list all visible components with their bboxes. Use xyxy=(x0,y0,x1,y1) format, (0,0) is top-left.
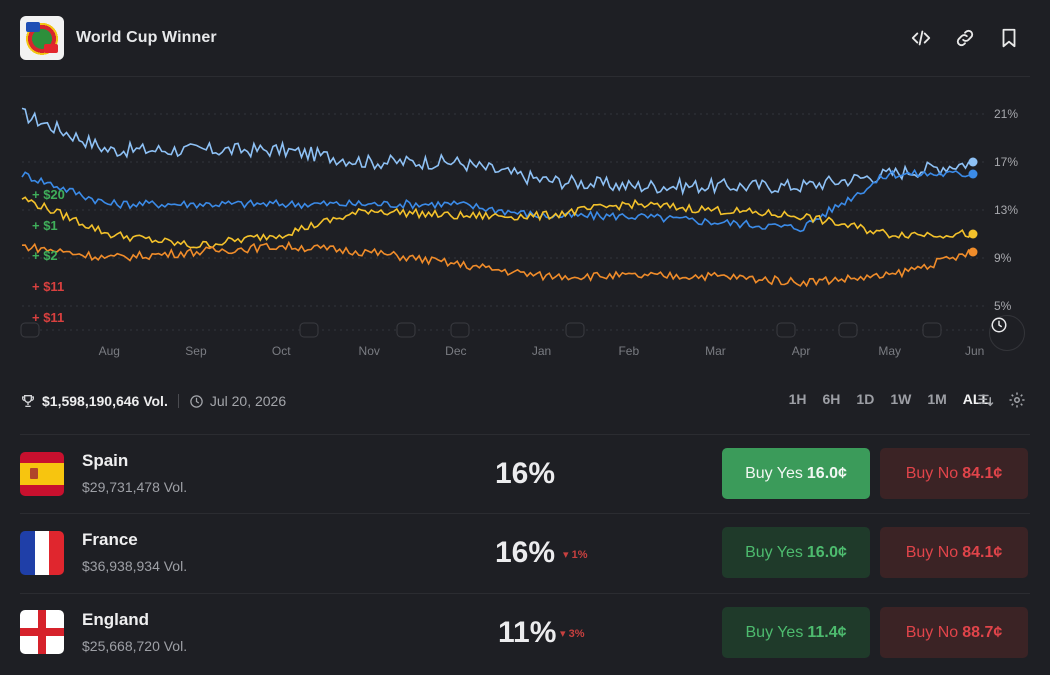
event-marker[interactable] xyxy=(565,322,585,338)
link-icon[interactable] xyxy=(954,27,976,49)
outcome-name: Spain xyxy=(82,451,129,470)
x-tick-label: Nov xyxy=(359,344,380,358)
range-1d[interactable]: 1D xyxy=(856,391,875,407)
outcome-row-spain[interactable]: Spain $29,731,478 Vol. 16% Buy Yes 16.0¢ … xyxy=(0,434,1050,514)
y-tick-label: 17% xyxy=(994,155,1018,169)
event-marker[interactable] xyxy=(450,322,470,338)
buy-no-label: Buy No xyxy=(905,464,959,482)
x-tick-label: Apr xyxy=(792,344,811,358)
trade-annotation: + $2 xyxy=(32,248,58,263)
y-tick-label: 9% xyxy=(994,251,1012,265)
outcome-name: France xyxy=(82,530,138,549)
buy-yes-price: 16.0¢ xyxy=(806,543,847,561)
market-logo xyxy=(20,16,64,60)
y-tick-label: 5% xyxy=(994,299,1012,313)
outcome-percentage: 11% xyxy=(498,616,557,649)
event-marker[interactable] xyxy=(299,322,319,338)
series-line xyxy=(21,240,976,288)
range-6h[interactable]: 6H xyxy=(822,391,841,407)
event-marker[interactable] xyxy=(838,322,858,338)
buy-yes-label: Buy Yes xyxy=(745,543,803,561)
series-line xyxy=(21,168,976,233)
buy-yes-button[interactable]: Buy Yes 16.0¢ xyxy=(722,448,870,499)
header-divider xyxy=(20,76,1030,77)
series-endpoint xyxy=(968,247,978,257)
buy-yes-button[interactable]: Buy Yes 11.4¢ xyxy=(722,607,870,658)
outcome-change: ▾ 1% xyxy=(563,549,588,561)
outcome-row-england[interactable]: England $25,668,720 Vol. 11% ▾ 3% Buy Ye… xyxy=(0,593,1050,673)
outcome-name: England xyxy=(82,610,150,629)
range-1h[interactable]: 1H xyxy=(788,391,807,407)
market-stats: $1,598,190,646 Vol. Jul 20, 2026 xyxy=(20,391,286,411)
x-tick-label: Mar xyxy=(705,344,726,358)
event-marker[interactable] xyxy=(20,322,40,338)
outcome-percentage: 16% xyxy=(495,536,556,569)
y-tick-label: 21% xyxy=(994,107,1018,121)
range-selector: 1H 6H 1D 1W 1M ALL xyxy=(773,391,990,407)
buy-yes-price: 11.4¢ xyxy=(807,623,847,641)
row-divider xyxy=(20,513,1030,514)
total-volume: $1,598,190,646 Vol. xyxy=(42,393,168,409)
x-tick-label: Sep xyxy=(185,344,207,358)
x-tick-label: Aug xyxy=(99,344,120,358)
buy-yes-price: 16.0¢ xyxy=(806,464,847,482)
event-marker[interactable] xyxy=(396,322,416,338)
buy-yes-button[interactable]: Buy Yes 16.0¢ xyxy=(722,527,870,578)
buy-no-price: 84.1¢ xyxy=(962,543,1003,561)
outcome-volume: $25,668,720 Vol. xyxy=(82,638,188,654)
clock-icon[interactable] xyxy=(989,315,1025,351)
england-flag-icon xyxy=(20,610,64,654)
x-tick-label: Jun xyxy=(965,344,984,358)
buy-no-button[interactable]: Buy No 84.1¢ xyxy=(880,527,1028,578)
buy-yes-label: Buy Yes xyxy=(745,623,804,641)
outcome-volume: $29,731,478 Vol. xyxy=(82,479,188,495)
trophy-icon xyxy=(22,395,34,407)
trade-annotation: + $11 xyxy=(32,310,64,325)
end-date: Jul 20, 2026 xyxy=(209,393,287,409)
stats-separator xyxy=(177,394,179,408)
market-title: World Cup Winner xyxy=(76,29,217,46)
x-tick-label: May xyxy=(878,344,901,358)
event-marker[interactable] xyxy=(776,322,796,338)
y-tick-label: 13% xyxy=(994,203,1018,217)
embed-icon[interactable] xyxy=(910,27,932,49)
range-1w[interactable]: 1W xyxy=(890,391,912,407)
clock-icon xyxy=(190,394,203,408)
outcome-row-france[interactable]: France $36,938,934 Vol. 16% ▾ 1% Buy Yes… xyxy=(0,513,1050,593)
series-line xyxy=(21,196,975,249)
x-tick-label: Dec xyxy=(445,344,466,358)
outcome-change: ▾ 3% xyxy=(560,628,585,640)
x-tick-label: Oct xyxy=(272,344,291,358)
row-divider xyxy=(20,434,1030,435)
trade-annotation: + $11 xyxy=(32,279,64,294)
buy-no-label: Buy No xyxy=(905,543,959,561)
row-divider xyxy=(20,593,1030,594)
buy-no-button[interactable]: Buy No 88.7¢ xyxy=(880,607,1028,658)
trade-annotation: + $1 xyxy=(32,218,58,233)
event-marker[interactable] xyxy=(922,322,942,338)
france-flag-icon xyxy=(20,531,64,575)
outcome-volume: $36,938,934 Vol. xyxy=(82,558,188,574)
chart-svg: 21% 17% 13% 9% 5% Aug Sep Oct Nov Dec Jan Feb Mar Apr… xyxy=(20,107,1018,358)
x-tick-label: Jan xyxy=(532,344,551,358)
x-tick-label: Feb xyxy=(618,344,639,358)
spain-flag-icon xyxy=(20,452,64,496)
series-endpoint xyxy=(968,169,978,179)
buy-no-label: Buy No xyxy=(905,623,959,641)
series-line xyxy=(21,107,976,197)
price-chart[interactable]: 21% 17% 13% 9% 5% Aug Sep Oct Nov Dec Jan Feb Mar Apr… xyxy=(0,80,1050,370)
buy-no-price: 88.7¢ xyxy=(962,623,1003,641)
settings-gear-icon[interactable] xyxy=(1008,391,1028,411)
outcome-percentage: 16% xyxy=(495,457,556,490)
range-1m[interactable]: 1M xyxy=(927,391,947,407)
bookmark-icon[interactable] xyxy=(998,27,1020,49)
series-endpoint xyxy=(968,229,978,239)
buy-yes-label: Buy Yes xyxy=(745,464,803,482)
sort-icon[interactable] xyxy=(976,391,996,411)
buy-no-button[interactable]: Buy No 84.1¢ xyxy=(880,448,1028,499)
series-endpoint xyxy=(968,157,978,167)
buy-no-price: 84.1¢ xyxy=(962,464,1003,482)
market-header: World Cup Winner xyxy=(0,0,1050,76)
trade-annotation: + $20 xyxy=(32,187,65,202)
